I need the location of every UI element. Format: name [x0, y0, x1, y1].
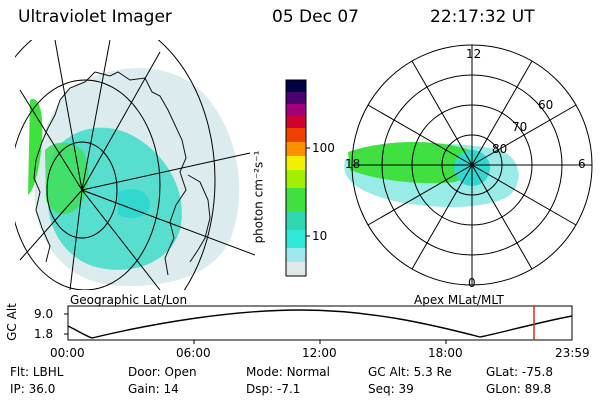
aurora-emission-green — [45, 142, 89, 215]
app-title: Ultraviolet Imager — [18, 7, 172, 27]
info-seq: Seq: 39 — [368, 382, 414, 396]
info-ip: IP: 36.0 — [10, 382, 56, 396]
geo-panel-label: Geographic Lat/Lon — [70, 293, 188, 307]
mlt-label-12: 12 — [466, 47, 482, 61]
altitude-ytick-high: 9.0 — [34, 307, 54, 321]
altitude-ylabel: GC Alt — [4, 303, 19, 341]
colorbar-tick-10: 10 — [312, 229, 328, 243]
info-gc-alt: GC Alt: 5.3 Re — [368, 365, 452, 379]
mlat-label-70: 70 — [512, 120, 528, 134]
coastline — [33, 71, 187, 276]
date-label: 05 Dec 07 — [272, 7, 359, 27]
info-gain: Gain: 14 — [128, 382, 179, 396]
altitude-xtick-4: 23:59 — [555, 346, 590, 360]
colorbar — [285, 79, 310, 277]
geographic-map — [15, 40, 255, 290]
altitude-plot-frame — [67, 305, 573, 341]
mlt-label-0: 0 — [468, 276, 476, 290]
altitude-xtick-2: 12:00 — [302, 346, 337, 360]
altitude-xtick-0: 00:00 — [50, 346, 85, 360]
altitude-xtick-3: 18:00 — [428, 346, 463, 360]
info-dsp: Dsp: -7.1 — [246, 382, 301, 396]
altitude-ytick-low: 1.8 — [34, 327, 54, 341]
altitude-plot — [64, 305, 573, 344]
info-flt: Flt: LBHL — [10, 365, 64, 379]
aurora-emission-edge — [28, 99, 43, 195]
info-glat: GLat: -75.8 — [486, 365, 553, 379]
mlat-label-60: 60 — [538, 98, 554, 112]
polar-grid — [351, 44, 593, 286]
info-glon: GLon: 89.8 — [486, 382, 552, 396]
mlt-label-18: 18 — [345, 157, 361, 171]
peninsula-coastline — [187, 174, 211, 263]
geo-grid — [15, 40, 255, 290]
altitude-curve — [67, 309, 573, 339]
polar-panel-label: Apex MLat/MLT — [414, 293, 504, 307]
mlt-label-6: 6 — [578, 157, 586, 171]
colorbar-tick-100: 100 — [312, 141, 335, 155]
altitude-xtick-1: 06:00 — [176, 346, 211, 360]
info-mode: Mode: Normal — [246, 365, 330, 379]
mlat-label-80: 80 — [492, 142, 508, 156]
colorbar-unit: photon cm⁻²s⁻¹ — [251, 150, 266, 244]
time-label: 22:17:32 UT — [430, 7, 535, 27]
aurora-bright-spot — [118, 189, 150, 219]
polar-plot — [344, 44, 593, 286]
info-door: Door: Open — [128, 365, 197, 379]
